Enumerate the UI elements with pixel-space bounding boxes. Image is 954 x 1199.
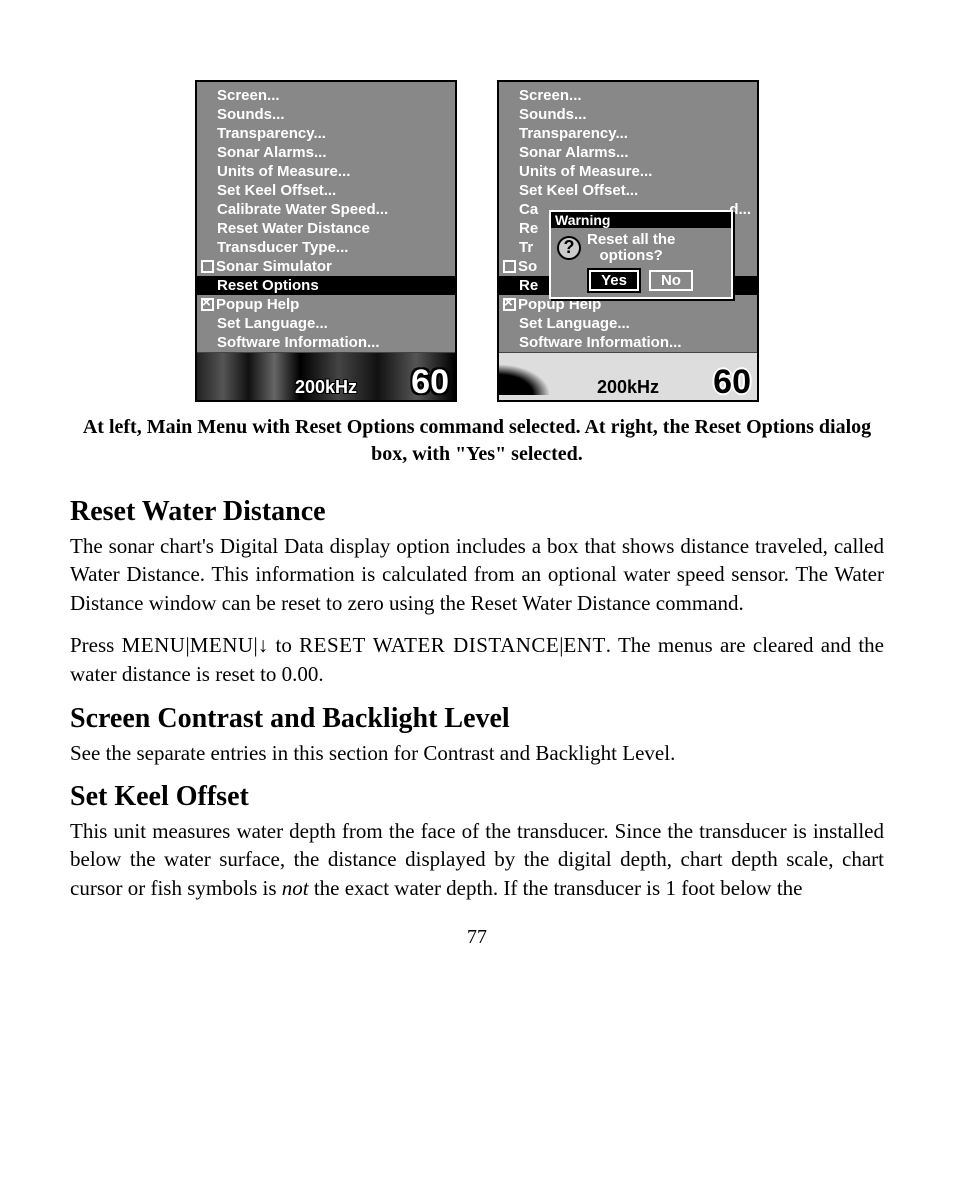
menu-item[interactable]: Transducer Type...: [197, 238, 455, 257]
menu-item[interactable]: Transparency...: [197, 124, 455, 143]
menu-item[interactable]: Sounds...: [197, 105, 455, 124]
dialog-message: Reset all the options?: [587, 232, 675, 264]
paragraph: This unit measures water depth from the …: [70, 817, 884, 902]
menu-item-reset-options[interactable]: Reset Options: [197, 276, 455, 295]
menu-item[interactable]: Set Keel Offset...: [499, 181, 757, 200]
label: So: [518, 258, 537, 275]
label: options?: [600, 247, 663, 264]
menu-item[interactable]: Sounds...: [499, 105, 757, 124]
figure-caption: At left, Main Menu with Reset Options co…: [77, 414, 877, 468]
menu-item[interactable]: Sonar Alarms...: [197, 143, 455, 162]
label: Popup Help: [216, 296, 299, 313]
emphasis: not: [282, 876, 309, 900]
key-menu: MENU: [122, 633, 186, 657]
frequency-label: 200kHz: [295, 377, 357, 398]
menu-item[interactable]: Reset Water Distance: [197, 219, 455, 238]
paragraph: The sonar chart's Digital Data display o…: [70, 532, 884, 617]
depth-value: 60: [411, 363, 449, 400]
label: Ca: [519, 201, 538, 218]
main-menu-left: Screen... Sounds... Transparency... Sona…: [197, 82, 455, 352]
menu-item[interactable]: Screen...: [197, 86, 455, 105]
key-ent: ENT: [563, 633, 605, 657]
checkbox-checked-icon: [201, 298, 214, 311]
checkbox-unchecked-icon: [201, 260, 214, 273]
device-screen-right: Screen... Sounds... Transparency... Sona…: [497, 80, 759, 402]
dialog-body: ? Reset all the options?: [551, 228, 731, 268]
dialog-buttons: Yes No: [551, 268, 731, 297]
instruction-paragraph: Press MENU|MENU|↓ to RESET WATER DISTANC…: [70, 631, 884, 689]
dialog-title: Warning: [551, 212, 731, 228]
menu-item[interactable]: Sonar Alarms...: [499, 143, 757, 162]
label: Reset all the: [587, 231, 675, 248]
menu-item[interactable]: Units of Measure...: [499, 162, 757, 181]
menu-item[interactable]: Set Keel Offset...: [197, 181, 455, 200]
sonar-strip: 200kHz 60: [499, 352, 757, 400]
yes-button[interactable]: Yes: [589, 270, 639, 291]
sonar-strip: 200kHz 60: [197, 352, 455, 400]
screenshots-row: Screen... Sounds... Transparency... Sona…: [70, 80, 884, 402]
depth-value: 60: [713, 363, 751, 400]
label: Popup Help: [518, 296, 601, 313]
heading-reset-water-distance: Reset Water Distance: [70, 496, 884, 528]
menu-item[interactable]: Units of Measure...: [197, 162, 455, 181]
key-target: RESET WATER DISTANCE: [299, 633, 559, 657]
question-icon: ?: [557, 236, 581, 260]
menu-item-sonar-simulator[interactable]: Sonar Simulator: [197, 257, 455, 276]
label: to: [276, 633, 300, 657]
label: Press: [70, 633, 122, 657]
menu-item-software-info[interactable]: Software Information...: [499, 333, 757, 352]
heading-screen-contrast: Screen Contrast and Backlight Level: [70, 703, 884, 735]
key-menu: MENU: [190, 633, 254, 657]
label: Sonar Simulator: [216, 258, 332, 275]
checkbox-checked-icon: [503, 298, 516, 311]
checkbox-unchecked-icon: [503, 260, 516, 273]
heading-set-keel-offset: Set Keel Offset: [70, 781, 884, 813]
menu-item-popup-help[interactable]: Popup Help: [197, 295, 455, 314]
page-number: 77: [70, 926, 884, 949]
arrow-down-icon: ↓: [258, 634, 269, 657]
device-screen-left: Screen... Sounds... Transparency... Sona…: [195, 80, 457, 402]
no-button[interactable]: No: [649, 270, 693, 291]
menu-item[interactable]: Transparency...: [499, 124, 757, 143]
menu-item-software-info[interactable]: Software Information...: [197, 333, 455, 352]
paragraph: See the separate entries in this section…: [70, 739, 884, 767]
label: the exact water depth. If the transducer…: [309, 876, 803, 900]
frequency-label: 200kHz: [597, 377, 659, 398]
menu-item[interactable]: Calibrate Water Speed...: [197, 200, 455, 219]
warning-dialog: Warning ? Reset all the options? Yes No: [549, 210, 733, 299]
menu-item[interactable]: Screen...: [499, 86, 757, 105]
menu-item-set-language[interactable]: Set Language...: [499, 314, 757, 333]
menu-item-set-language[interactable]: Set Language...: [197, 314, 455, 333]
